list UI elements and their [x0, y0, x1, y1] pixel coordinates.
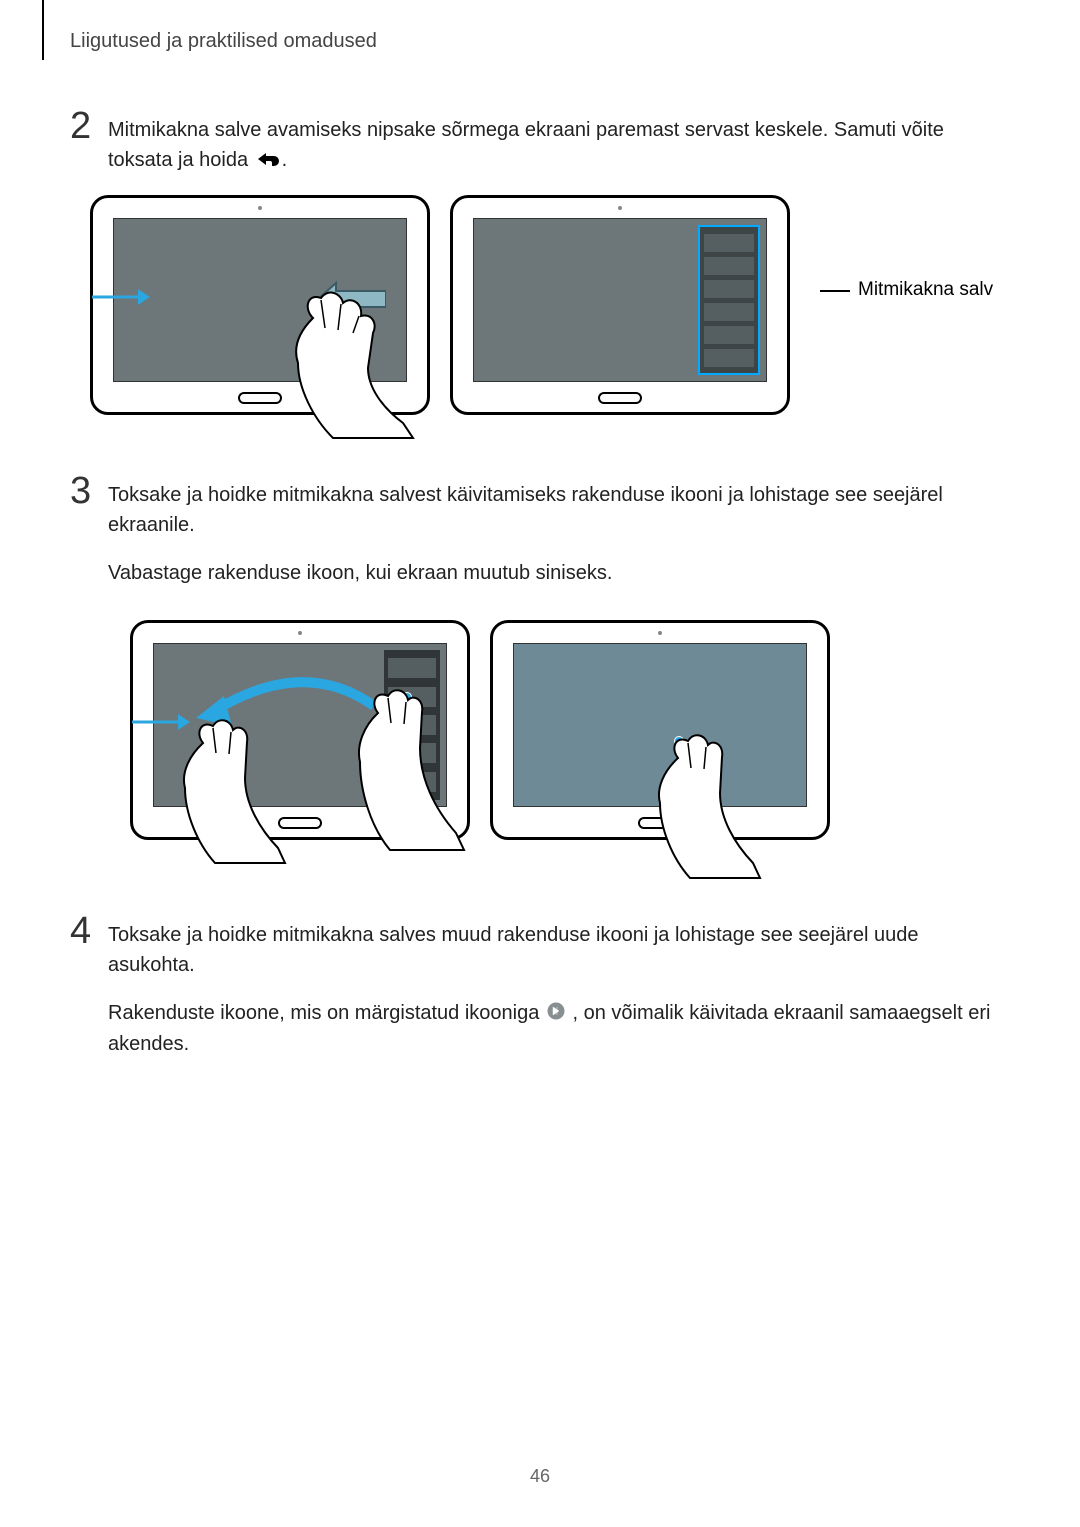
multiwindow-tray — [698, 225, 760, 375]
tray-cell — [704, 257, 754, 275]
step-3: 3 Toksake ja hoidke mitmikakna salvest k… — [70, 480, 1010, 606]
tray-cell — [704, 234, 754, 252]
tray-cell — [704, 303, 754, 321]
tray-cell — [704, 326, 754, 344]
step-3-body: Toksake ja hoidke mitmikakna salvest käi… — [108, 480, 1010, 588]
screen-1-right — [473, 218, 767, 382]
callout-1-text: Mitmikakna salv — [858, 278, 993, 303]
hand-swipe-icon — [273, 278, 473, 458]
step-2-number: 2 — [70, 105, 91, 148]
arrow-right-icon — [130, 710, 192, 734]
step-4: 4 Toksake ja hoidke mitmikakna salves mu… — [70, 920, 1010, 1077]
camera-dot — [618, 206, 622, 210]
home-button — [598, 392, 642, 404]
step-3-number: 3 — [70, 470, 91, 513]
step-4-text-1: Toksake ja hoidke mitmikakna salves muud… — [108, 920, 1010, 980]
multi-instance-icon — [547, 999, 565, 1029]
tray-cell — [704, 349, 754, 367]
tray-cell — [704, 280, 754, 298]
tray-cell — [388, 658, 436, 678]
step-4-text-2: Rakenduste ikoone, mis on märgistatud ik… — [108, 998, 1010, 1059]
arrow-right-icon — [90, 285, 152, 309]
hand-drag-icon — [338, 678, 498, 868]
step-4-number: 4 — [70, 910, 91, 953]
hand-touch-icon — [638, 723, 798, 893]
device-2-right — [490, 620, 830, 840]
back-icon — [256, 146, 280, 176]
device-1-right — [450, 195, 790, 415]
step-2-suffix: . — [282, 149, 288, 171]
page-header: Liigutused ja praktilised omadused — [70, 30, 377, 53]
step-2-body: Mitmikakna salve avamiseks nipsake sõrme… — [108, 115, 1010, 176]
page-number: 46 — [530, 1466, 550, 1487]
step-4-body: Toksake ja hoidke mitmikakna salves muud… — [108, 920, 1010, 1059]
step-3-text-2: Vabastage rakenduse ikoon, kui ekraan mu… — [108, 558, 1010, 588]
step-2: 2 Mitmikakna salve avamiseks nipsake sõr… — [70, 115, 1010, 194]
step-4-text-2-pre: Rakenduste ikoone, mis on märgistatud ik… — [108, 1002, 545, 1024]
figure-2 — [130, 620, 830, 840]
step-2-text: Mitmikakna salve avamiseks nipsake sõrme… — [108, 119, 944, 171]
camera-dot — [658, 631, 662, 635]
callout-line — [820, 290, 850, 292]
figure-1 — [90, 195, 790, 415]
side-rule — [42, 0, 44, 60]
camera-dot — [298, 631, 302, 635]
camera-dot — [258, 206, 262, 210]
step-3-text-1: Toksake ja hoidke mitmikakna salvest käi… — [108, 480, 1010, 540]
